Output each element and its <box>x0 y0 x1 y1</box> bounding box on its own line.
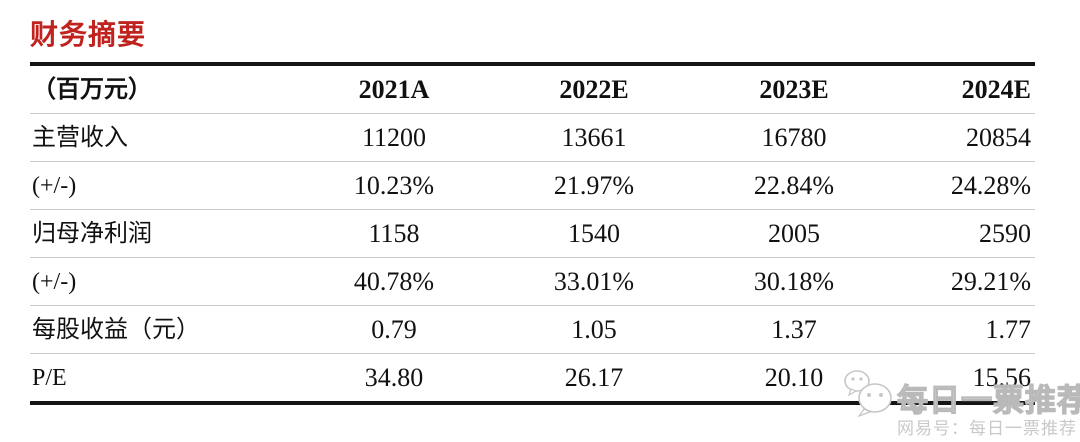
cell-value: 2590 <box>979 218 1031 248</box>
watermark-sub-text: 网易号：每日一票推荐 <box>897 419 1077 438</box>
cell-value: 21.97% <box>553 170 635 200</box>
cell-value: 22.84% <box>753 170 835 200</box>
col-header-2024e: 2024E <box>961 74 1031 104</box>
cell-value: 20.10 <box>764 362 824 392</box>
table-row-pe: P/E 34.80 26.17 20.10 15.56 <box>30 353 1035 401</box>
cell-value: 29.21% <box>950 266 1031 296</box>
cell-value: 34.80 <box>364 362 424 392</box>
table-row-eps: 每股收益（元） 0.79 1.05 1.37 1.77 <box>30 305 1035 353</box>
row-label: P/E <box>32 364 67 391</box>
cell-value: 30.18% <box>753 266 835 296</box>
cell-value: 40.78% <box>353 266 435 296</box>
cell-value: 1.05 <box>571 314 617 344</box>
cell-value: 0.79 <box>371 314 417 344</box>
row-label: 每股收益（元） <box>32 316 200 343</box>
cell-value: 10.23% <box>353 170 435 200</box>
cell-value: 15.56 <box>972 362 1032 392</box>
watermark-main-text: 每日一票推荐 <box>896 382 1080 418</box>
cell-value: 2005 <box>768 218 820 248</box>
wechat-icon <box>842 368 898 425</box>
cell-value: 26.17 <box>564 362 624 392</box>
row-label: 主营收入 <box>32 124 128 151</box>
financial-table: （百万元） 2021A 2022E 2023E 2024E 主营收入 11200… <box>30 62 1035 405</box>
cell-value: 20854 <box>966 122 1031 152</box>
table-header-row: （百万元） 2021A 2022E 2023E 2024E <box>30 66 1035 113</box>
unit-header-cell: （百万元） <box>32 76 152 103</box>
cell-value: 1.37 <box>771 314 817 344</box>
cell-value: 13661 <box>561 122 627 152</box>
col-header-2021a: 2021A <box>358 74 430 104</box>
table-row-revenue-growth: (+/-) 10.23% 21.97% 22.84% 24.28% <box>30 161 1035 209</box>
cell-value: 11200 <box>361 122 427 152</box>
cell-value: 33.01% <box>553 266 635 296</box>
cell-value: 1.77 <box>985 314 1032 344</box>
cell-value: 24.28% <box>950 170 1031 200</box>
row-label: (+/-) <box>32 172 77 199</box>
col-header-2023e: 2023E <box>759 74 829 104</box>
table-row-revenue: 主营收入 11200 13661 16780 20854 <box>30 113 1035 161</box>
table-row-profit-growth: (+/-) 40.78% 33.01% 30.18% 29.21% <box>30 257 1035 305</box>
cell-value: 16780 <box>761 122 827 152</box>
cell-value: 1158 <box>368 218 420 248</box>
row-label: 归母净利润 <box>32 220 152 247</box>
col-header-2022e: 2022E <box>559 74 629 104</box>
table-row-net-profit: 归母净利润 1158 1540 2005 2590 <box>30 209 1035 257</box>
page-title: 财务摘要 <box>30 19 147 50</box>
cell-value: 1540 <box>568 218 620 248</box>
row-label: (+/-) <box>32 268 77 295</box>
